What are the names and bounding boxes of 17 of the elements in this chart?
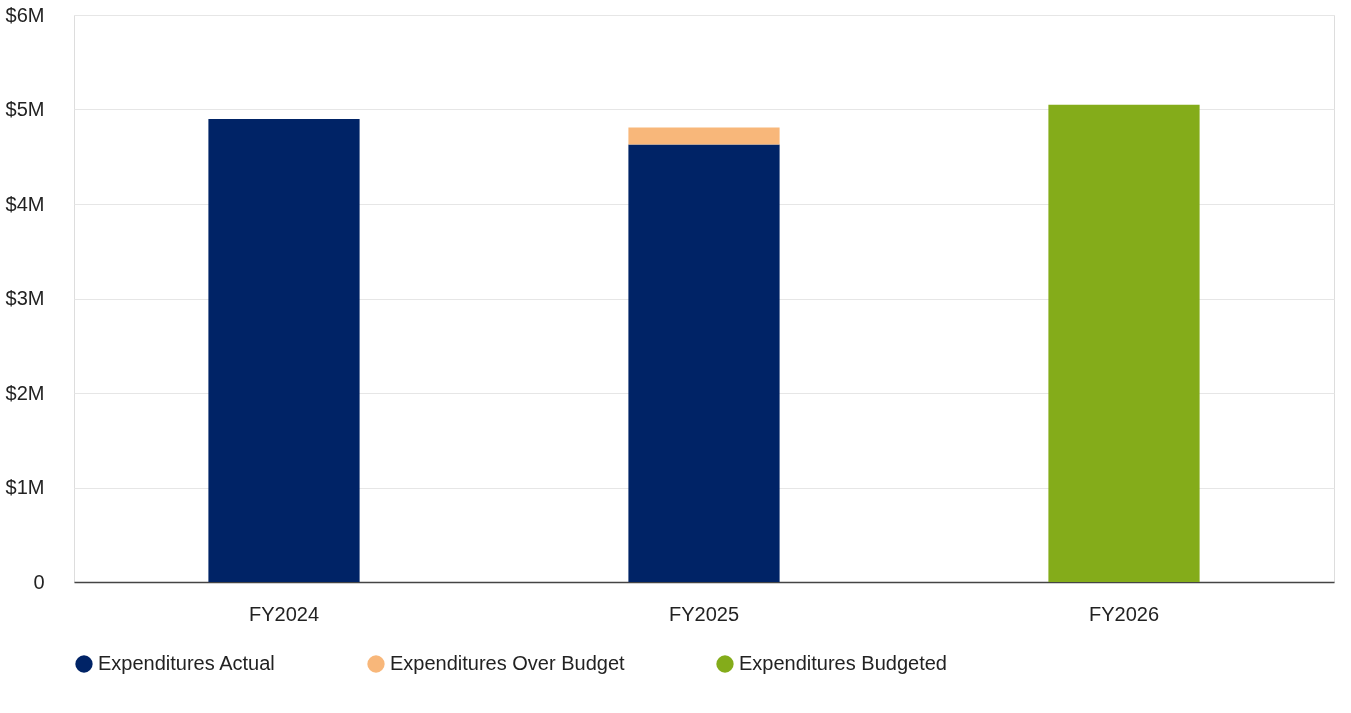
bar	[1048, 104, 1200, 582]
bar	[628, 144, 780, 582]
x-tick-label: FY2024	[248, 602, 320, 625]
y-tick-label: 0	[33, 570, 45, 593]
y-tick-label: $1M	[5, 476, 45, 498]
legend-label: Expenditures Actual	[98, 652, 275, 674]
legend-label: Expenditures Budgeted	[739, 652, 947, 674]
y-tick-label: $6M	[5, 3, 45, 26]
y-tick-label: $3M	[5, 287, 45, 309]
x-tick-label: FY2026	[1088, 602, 1160, 625]
y-tick-label: $2M	[5, 381, 45, 404]
x-tick-label: FY2025	[668, 602, 740, 625]
bar	[628, 127, 780, 145]
bar	[208, 118, 360, 582]
legend-label: Expenditures Over Budget	[390, 652, 626, 674]
y-tick-label: $4M	[5, 192, 45, 215]
y-tick-label: $5M	[5, 98, 45, 120]
